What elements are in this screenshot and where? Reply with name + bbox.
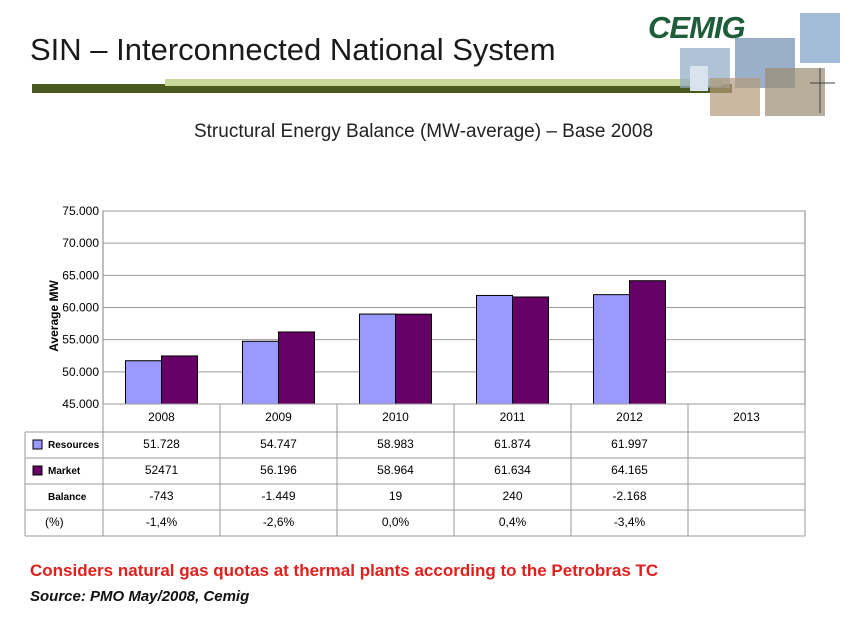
- source-note: Source: PMO May/2008, Cemig: [30, 588, 250, 605]
- legend-key-resources: [32, 439, 43, 450]
- table-cell: 0,0%: [382, 515, 410, 529]
- table-cell: 61.874: [494, 437, 531, 451]
- table-cell: 19: [389, 489, 403, 503]
- table-cell: -2,6%: [263, 515, 295, 529]
- table-cell: -2.168: [612, 489, 646, 503]
- table-cell: 0,4%: [499, 515, 527, 529]
- bar-resources-2011: [476, 294, 513, 405]
- y-tick-label: 45.000: [62, 397, 99, 411]
- x-tick-label: 2008: [148, 410, 175, 424]
- table-cell: 64.165: [611, 463, 648, 477]
- table-cell: -1,4%: [146, 515, 178, 529]
- y-tick-label: 75.000: [62, 204, 99, 218]
- x-tick-label: 2009: [265, 410, 292, 424]
- logo-photo-collage: [680, 13, 840, 116]
- bar-resources-2008: [125, 360, 162, 405]
- chart-bars: [125, 280, 666, 405]
- logo: CEMIG: [648, 10, 746, 45]
- title-underline-light: [165, 79, 722, 86]
- legend-key-market: [32, 465, 43, 476]
- x-tick-label: 2010: [382, 410, 409, 424]
- bar-market-2012: [629, 280, 666, 405]
- footnote: Considers natural gas quotas at thermal …: [30, 561, 659, 580]
- title-underline-dark: [32, 84, 732, 93]
- table-row-label: Resources: [48, 440, 100, 451]
- chart-grid: [102, 210, 806, 405]
- y-axis-label: Average MW: [47, 280, 61, 352]
- y-tick-label: 55.000: [62, 333, 99, 347]
- bar-market-2011: [512, 296, 549, 405]
- table-cell: -3,4%: [614, 515, 646, 529]
- data-table: 2008 2009 2010 2011 2012 2013 Resources 51.728 5…: [24, 403, 806, 537]
- table-cell: 54.747: [260, 437, 297, 451]
- y-tick-label: 70.000: [62, 236, 99, 250]
- table-cell: -743: [149, 489, 173, 503]
- bar-resources-2012: [593, 294, 630, 405]
- table-cell: 61.997: [611, 437, 648, 451]
- x-tick-label: 2013: [733, 410, 760, 424]
- y-tick-label: 50.000: [62, 365, 99, 379]
- bar-market-2008: [161, 355, 198, 405]
- y-tick-labels: 45.000 50.000 55.000 60.000 65.000 70.000 75.0…: [62, 204, 99, 411]
- bar-market-2009: [278, 331, 315, 405]
- y-tick-label: 65.000: [62, 268, 99, 282]
- bar-market-2010: [395, 313, 432, 405]
- y-tick-label: 60.000: [62, 301, 99, 315]
- table-cell: 240: [502, 489, 522, 503]
- table-cell: 58.983: [377, 437, 414, 451]
- table-cell: 52471: [145, 463, 179, 477]
- table-cell: 61.634: [494, 463, 531, 477]
- table-cell: 58.964: [377, 463, 414, 477]
- table-cell: -1.449: [261, 489, 295, 503]
- bar-resources-2009: [242, 340, 279, 405]
- chart-subtitle: Structural Energy Balance (MW-average) –…: [193, 121, 654, 142]
- table-cell: 56.196: [260, 463, 297, 477]
- chart: 45.000 50.000 55.000 60.000 65.000 70.000 75.0…: [24, 204, 806, 537]
- table-row-label: Balance: [48, 492, 87, 503]
- table-row-label: (%): [45, 515, 64, 529]
- x-tick-label: 2012: [616, 410, 643, 424]
- x-tick-label: 2011: [500, 410, 526, 424]
- table-cell: 51.728: [143, 437, 180, 451]
- slide-title: SIN – Interconnected National System: [30, 32, 556, 67]
- table-row-label: Market: [48, 466, 81, 477]
- bar-resources-2010: [359, 313, 396, 405]
